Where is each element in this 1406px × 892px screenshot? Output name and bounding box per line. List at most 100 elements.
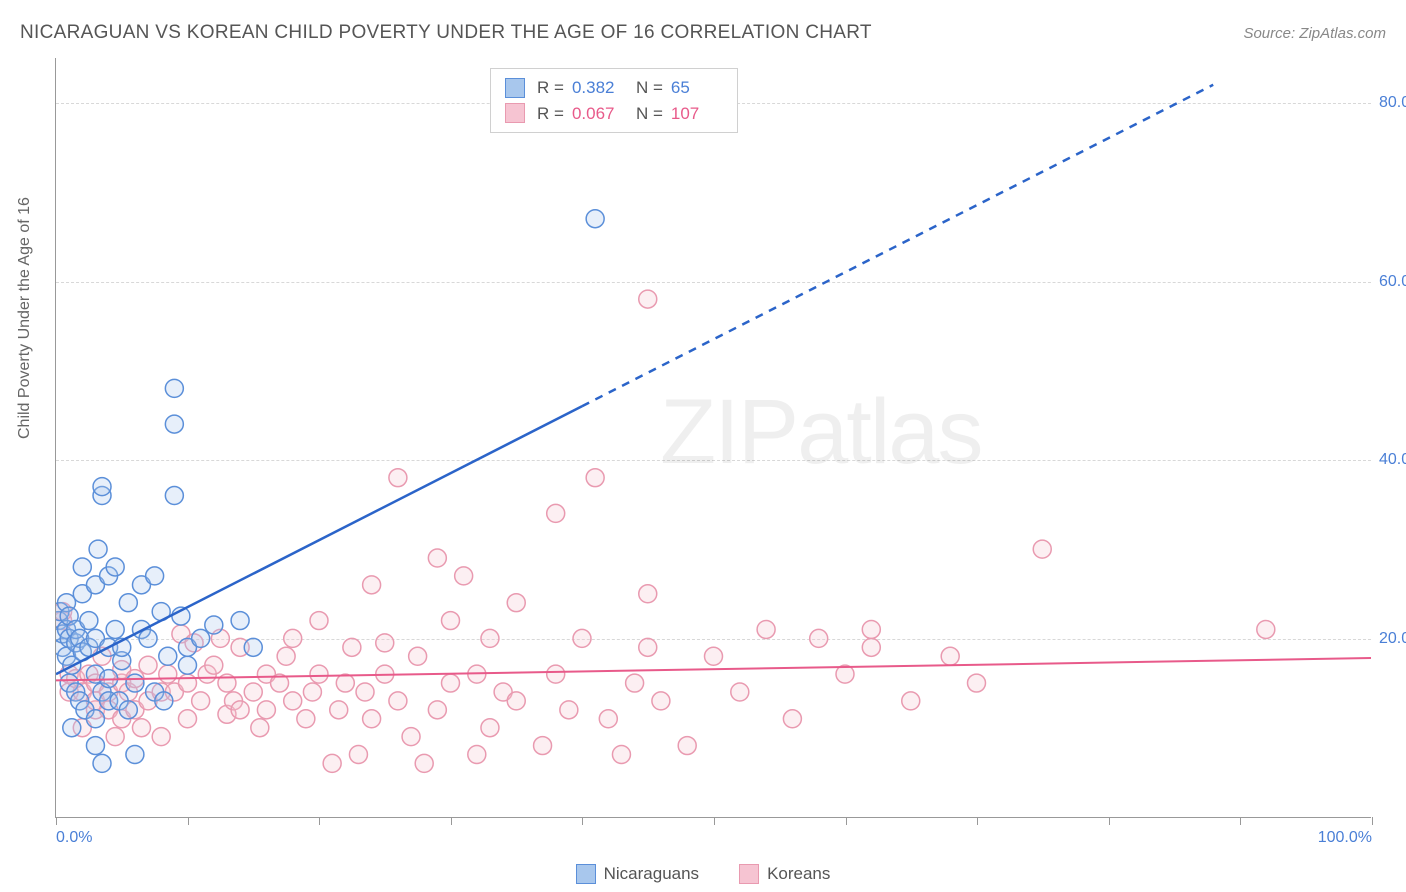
data-point xyxy=(349,746,367,764)
legend-item-koreans: Koreans xyxy=(739,864,830,884)
data-point xyxy=(534,737,552,755)
x-tick xyxy=(977,817,978,825)
data-point xyxy=(507,692,525,710)
n-value-koreans: 107 xyxy=(671,101,723,127)
legend-stats-row-nicaraguans: R = 0.382 N = 65 xyxy=(505,75,723,101)
data-point xyxy=(731,683,749,701)
plot-area: 20.0%40.0%60.0%80.0%0.0%100.0% xyxy=(55,58,1371,818)
data-point xyxy=(343,638,361,656)
data-point xyxy=(119,594,137,612)
data-point xyxy=(192,692,210,710)
data-point xyxy=(165,487,183,505)
x-tick-label: 0.0% xyxy=(56,829,92,847)
data-point xyxy=(297,710,315,728)
data-point xyxy=(165,379,183,397)
data-point xyxy=(159,665,177,683)
data-point xyxy=(106,558,124,576)
data-point xyxy=(428,549,446,567)
y-tick-label: 20.0% xyxy=(1379,630,1406,648)
legend-item-nicaraguans: Nicaraguans xyxy=(576,864,699,884)
data-point xyxy=(626,674,644,692)
data-point xyxy=(139,656,157,674)
data-point xyxy=(639,290,657,308)
y-tick-label: 80.0% xyxy=(1379,94,1406,112)
data-point xyxy=(902,692,920,710)
data-point xyxy=(231,701,249,719)
data-point xyxy=(336,674,354,692)
data-point xyxy=(402,728,420,746)
data-point xyxy=(257,701,275,719)
data-point xyxy=(409,647,427,665)
data-point xyxy=(376,634,394,652)
data-point xyxy=(179,710,197,728)
data-point xyxy=(612,746,630,764)
n-label: N = xyxy=(636,75,663,101)
data-point xyxy=(415,754,433,772)
legend-label-koreans: Koreans xyxy=(767,864,830,884)
data-point xyxy=(277,647,295,665)
legend-stats-box: R = 0.382 N = 65 R = 0.067 N = 107 xyxy=(490,68,738,133)
data-point xyxy=(968,674,986,692)
data-point xyxy=(159,647,177,665)
data-point xyxy=(573,629,591,647)
legend-label-nicaraguans: Nicaraguans xyxy=(604,864,699,884)
data-point xyxy=(146,567,164,585)
data-point xyxy=(152,728,170,746)
data-point xyxy=(205,656,223,674)
data-point xyxy=(63,719,81,737)
data-point xyxy=(586,469,604,487)
data-point xyxy=(586,210,604,228)
swatch-nicaraguans xyxy=(576,864,596,884)
trendline-nicaraguans-dashed xyxy=(582,85,1213,406)
chart-title: NICARAGUAN VS KOREAN CHILD POVERTY UNDER… xyxy=(20,22,872,44)
data-point xyxy=(862,638,880,656)
data-point xyxy=(179,656,197,674)
data-point xyxy=(244,638,262,656)
data-point xyxy=(678,737,696,755)
data-point xyxy=(507,594,525,612)
n-label: N = xyxy=(636,101,663,127)
data-point xyxy=(356,683,374,701)
data-point xyxy=(323,754,341,772)
swatch-nicaraguans xyxy=(505,78,525,98)
data-point xyxy=(139,629,157,647)
data-point xyxy=(481,719,499,737)
data-point xyxy=(455,567,473,585)
r-value-koreans: 0.067 xyxy=(572,101,624,127)
scatter-svg xyxy=(56,58,1371,817)
x-tick xyxy=(319,817,320,825)
data-point xyxy=(757,620,775,638)
data-point xyxy=(547,504,565,522)
legend-stats-row-koreans: R = 0.067 N = 107 xyxy=(505,101,723,127)
data-point xyxy=(89,540,107,558)
r-value-nicaraguans: 0.382 xyxy=(572,75,624,101)
y-tick-label: 60.0% xyxy=(1379,273,1406,291)
x-tick-label: 100.0% xyxy=(1318,829,1372,847)
data-point xyxy=(783,710,801,728)
data-point xyxy=(251,719,269,737)
legend-bottom: Nicaraguans Koreans xyxy=(0,864,1406,884)
x-tick xyxy=(846,817,847,825)
x-tick xyxy=(714,817,715,825)
data-point xyxy=(73,558,91,576)
data-point xyxy=(80,612,98,630)
x-tick xyxy=(1372,817,1373,825)
data-point xyxy=(363,710,381,728)
data-point xyxy=(547,665,565,683)
data-point xyxy=(363,576,381,594)
data-point xyxy=(244,683,262,701)
x-tick xyxy=(56,817,57,825)
data-point xyxy=(205,616,223,634)
x-tick xyxy=(188,817,189,825)
data-point xyxy=(468,746,486,764)
data-point xyxy=(179,674,197,692)
data-point xyxy=(310,665,328,683)
data-point xyxy=(106,620,124,638)
data-point xyxy=(560,701,578,719)
data-point xyxy=(1257,620,1275,638)
y-axis-title: Child Poverty Under the Age of 16 xyxy=(16,197,34,439)
r-label: R = xyxy=(537,101,564,127)
data-point xyxy=(126,746,144,764)
data-point xyxy=(284,629,302,647)
trendline-nicaraguans-solid xyxy=(56,406,582,674)
